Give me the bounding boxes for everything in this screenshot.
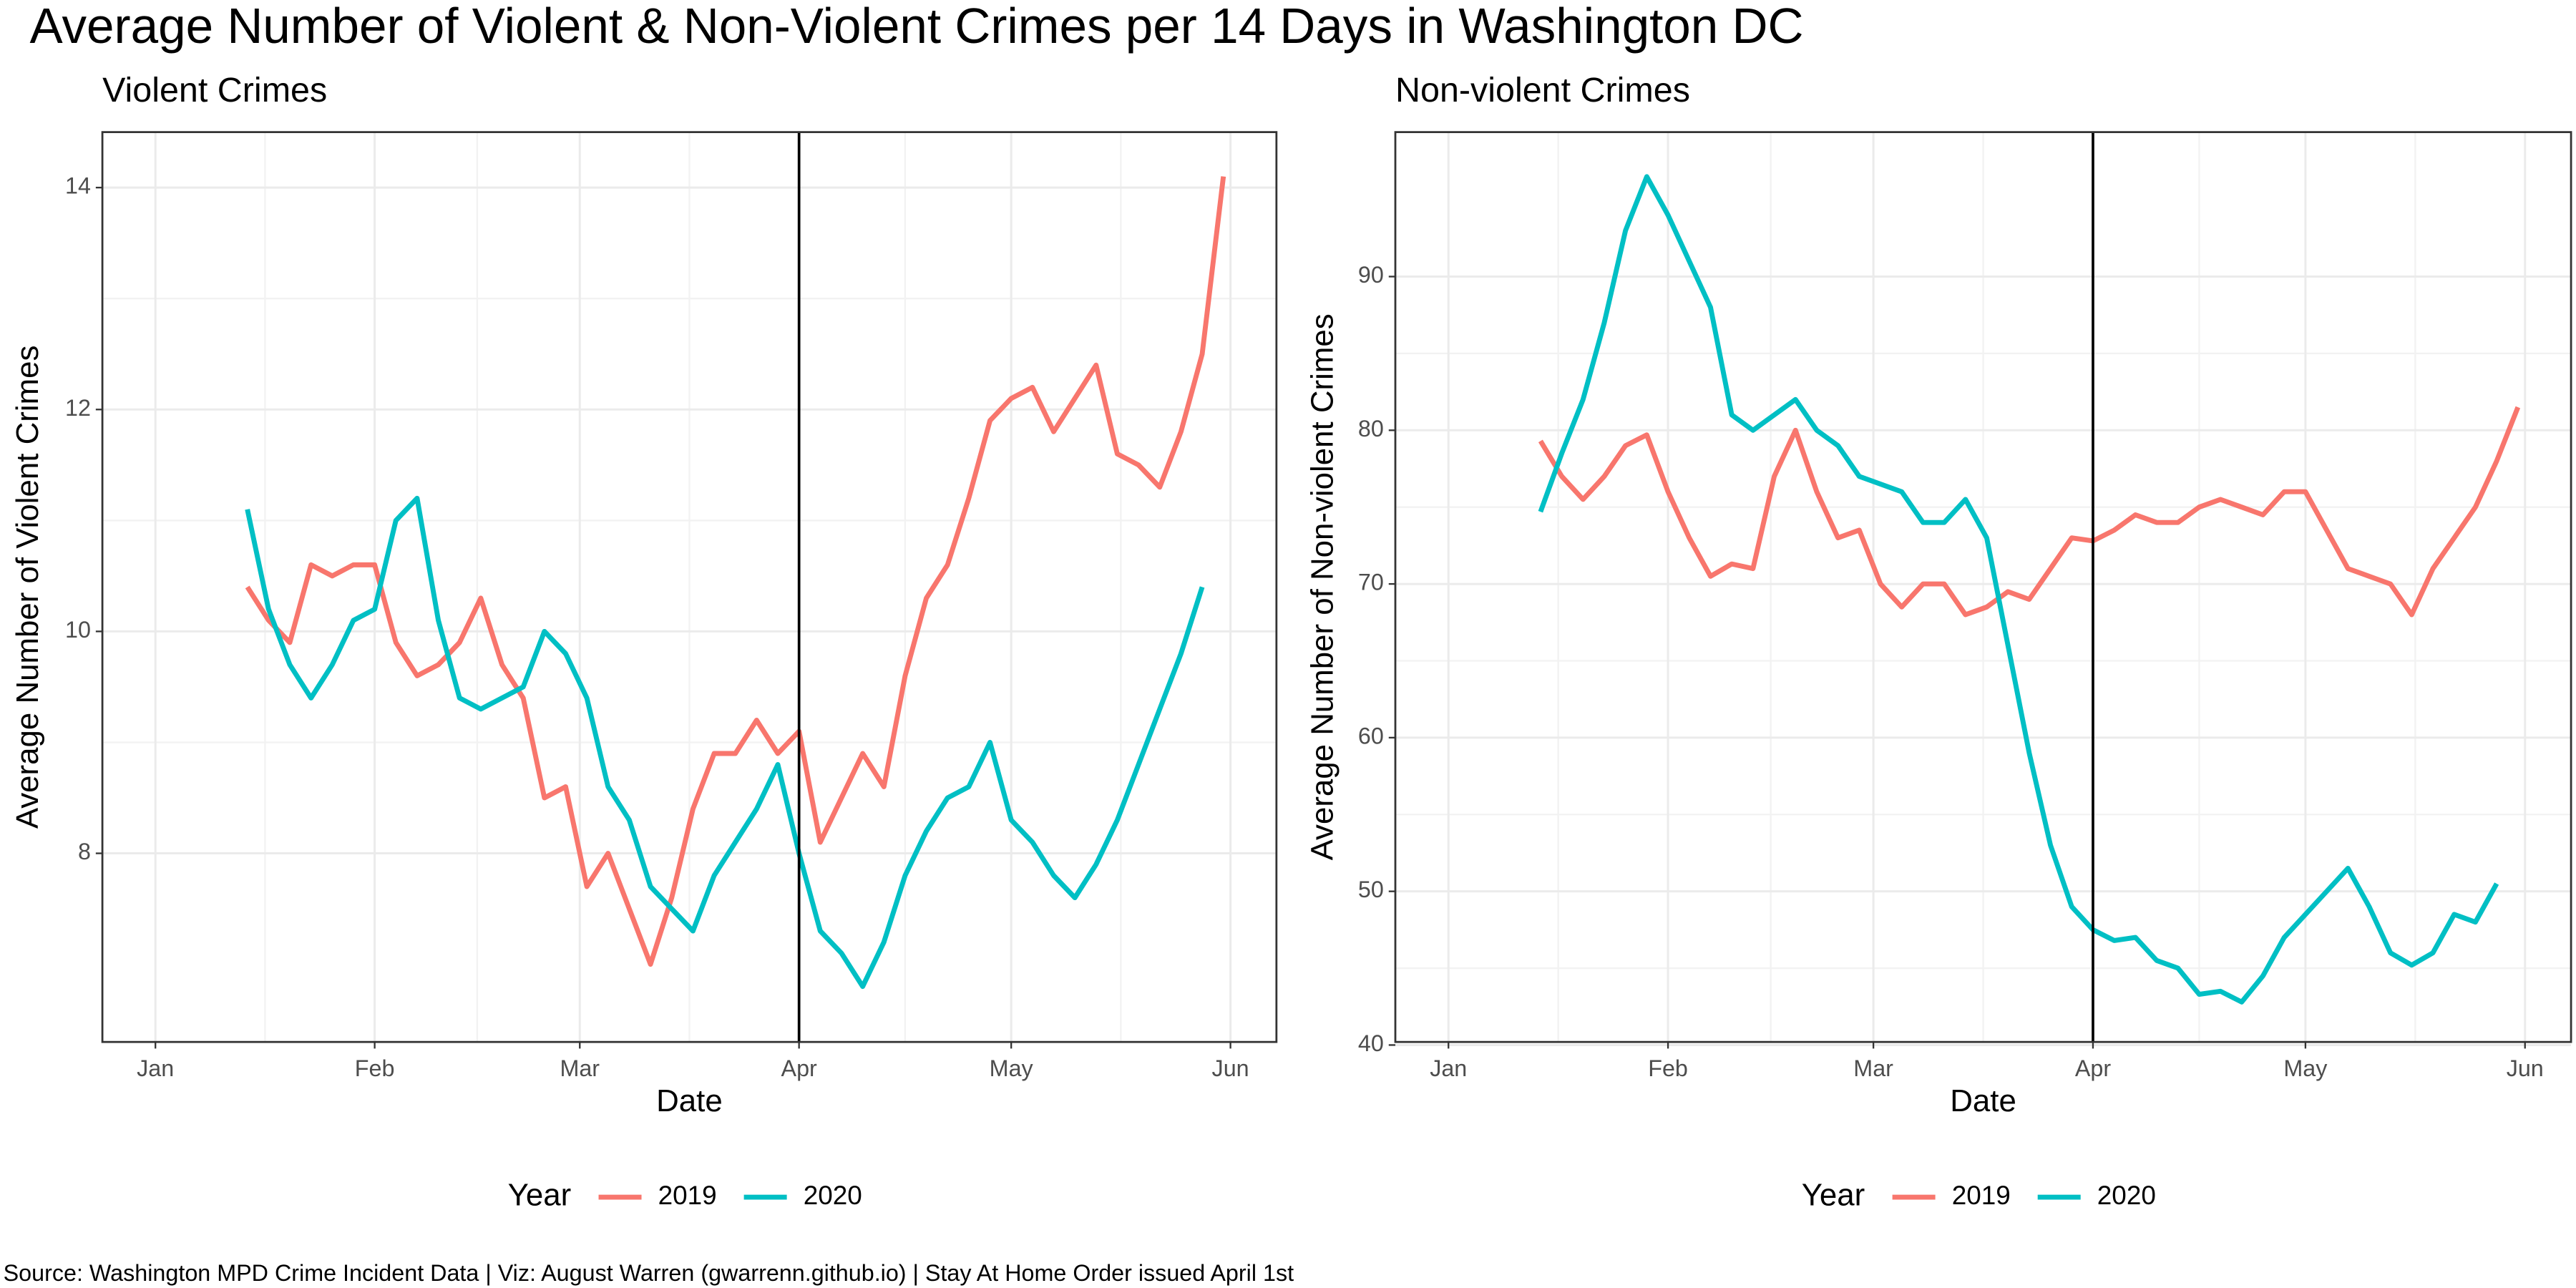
- x-tick-label: Mar: [1853, 1055, 1893, 1081]
- plot-border: [101, 131, 1278, 1043]
- panel: 40 50 60 70 80 90 Jan Feb Mar Apr May Jun Non-violen…: [1304, 71, 2572, 1213]
- panel-title: Violent Crimes: [102, 71, 327, 109]
- plot-border: [1394, 131, 2572, 1043]
- x-tick-label: Jan: [137, 1055, 174, 1081]
- x-tick-label: Feb: [1648, 1055, 1688, 1081]
- data-line: [245, 176, 1226, 967]
- legend-label: 2020: [804, 1181, 862, 1210]
- y-tick-label: 14: [65, 173, 91, 199]
- x-tick-label: Feb: [355, 1055, 395, 1081]
- x-tick-label: Jun: [1212, 1055, 1249, 1081]
- x-tick-label: Jan: [1430, 1055, 1467, 1081]
- y-axis-label: Average Number of Violent Crimes: [10, 346, 45, 829]
- y-tick-label: 80: [1358, 416, 1384, 441]
- y-tick-label: 70: [1358, 570, 1384, 595]
- legend-label: 2019: [658, 1181, 717, 1210]
- y-tick-label: 12: [65, 395, 91, 421]
- y-tick-label: 50: [1358, 877, 1384, 902]
- data-line: [1538, 174, 2499, 1005]
- y-tick-label: 90: [1358, 262, 1384, 288]
- data-line: [245, 495, 1205, 990]
- x-tick-label: May: [2283, 1055, 2328, 1081]
- legend-title: Year: [508, 1178, 572, 1213]
- x-axis-label: Date: [1950, 1083, 2016, 1118]
- panel: 8 10 12 14 Jan Feb Mar Apr May Jun Violent Crimes D…: [10, 71, 1278, 1213]
- x-tick-label: Apr: [781, 1055, 818, 1081]
- legend-label: 2019: [1952, 1181, 2011, 1210]
- x-axis-label: Date: [656, 1083, 723, 1118]
- y-axis-label: Average Number of Non-violent Crimes: [1304, 313, 1340, 860]
- legend-title: Year: [1802, 1178, 1865, 1213]
- y-tick-label: 8: [78, 839, 91, 864]
- y-tick-label: 40: [1358, 1030, 1384, 1056]
- caption: Source: Washington MPD Crime Incident Da…: [4, 1260, 1294, 1286]
- legend-label: 2020: [2097, 1181, 2156, 1210]
- x-tick-label: May: [990, 1055, 1034, 1081]
- x-tick-label: Jun: [2507, 1055, 2544, 1081]
- y-tick-label: 60: [1358, 723, 1384, 748]
- y-tick-label: 10: [65, 617, 91, 643]
- data-line: [1538, 406, 2521, 618]
- figure-title: Average Number of Violent & Non-Violent …: [30, 0, 1804, 54]
- x-tick-label: Apr: [2075, 1055, 2112, 1081]
- x-tick-label: Mar: [560, 1055, 600, 1081]
- panel-title: Non-violent Crimes: [1395, 71, 1690, 109]
